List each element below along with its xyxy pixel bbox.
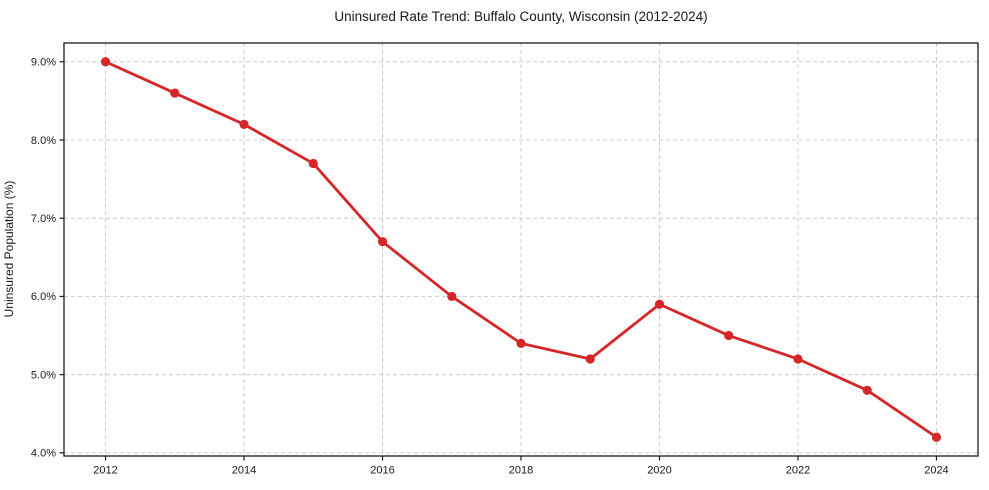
data-point-marker [170,88,180,98]
x-tick-label: 2024 [924,465,948,477]
data-point-marker [447,291,457,302]
x-tick-label: 2020 [647,465,671,477]
data-point-marker [308,158,318,169]
data-point-marker [654,299,665,309]
y-tick-label: 7.0% [31,213,56,225]
y-tick-label: 9.0% [31,57,56,69]
grid [64,43,978,456]
y-axis-label: Uninsured Population (%) [2,181,16,318]
data-point-marker [377,237,388,247]
data-point-marker [239,119,249,129]
y-tick-label: 4.0% [31,448,56,460]
x-tick-label: 2016 [370,465,394,477]
y-tick-label: 8.0% [31,135,56,147]
x-tick-label: 2012 [93,465,117,477]
data-points [100,57,942,442]
plot-frame [63,42,979,457]
y-tick-label: 6.0% [31,291,56,303]
data-point-marker [516,338,526,348]
data-point-marker [724,330,734,341]
tick-marks [59,61,938,461]
data-point-marker [100,57,111,67]
chart-title: Uninsured Rate Trend: Buffalo County, Wi… [334,9,707,24]
y-tick-label: 5.0% [31,369,56,381]
tick-labels: 2012 2014 2016 2018 2020 2022 2024 4.0% 5.0% 6.0%… [31,57,949,477]
x-tick-label: 2014 [232,465,256,477]
data-point-marker [793,354,803,364]
data-point-marker [585,354,595,364]
x-tick-label: 2018 [509,465,533,477]
data-point-marker [862,385,872,395]
x-tick-label: 2022 [786,465,810,477]
data-point-marker [931,432,942,442]
